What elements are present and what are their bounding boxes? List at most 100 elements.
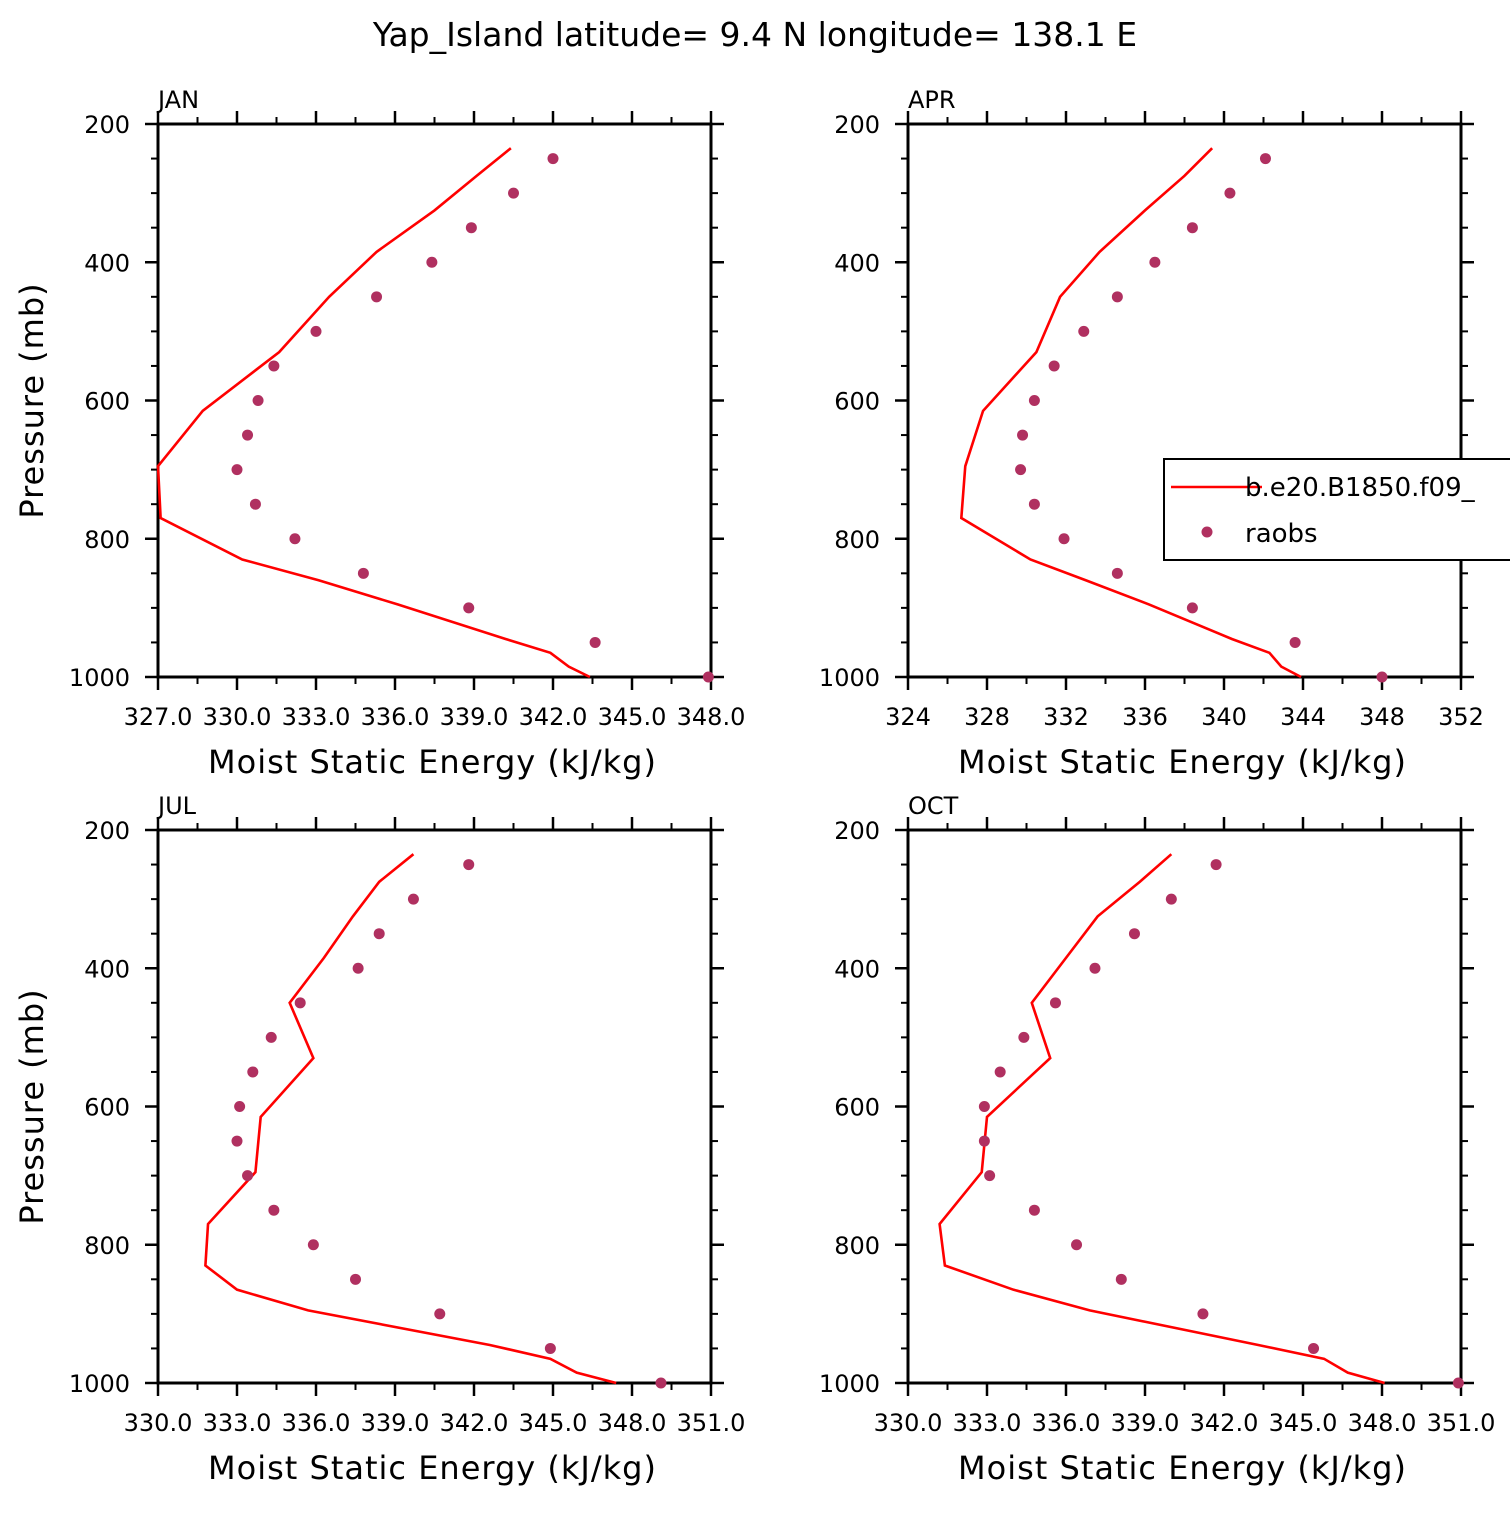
apr-raob-point: [1058, 533, 1070, 545]
apr-raob-point: [1111, 291, 1123, 303]
oct-x-tick-label: 342.0: [1190, 1409, 1259, 1437]
apr-x-tick-label: 344: [1280, 703, 1326, 731]
jul-raob-point: [265, 1031, 277, 1043]
oct-x-tick-label: 345.0: [1269, 1409, 1338, 1437]
oct-raob-point: [1308, 1342, 1320, 1354]
apr-raob-point: [1028, 395, 1040, 406]
jan-raob-point: [508, 187, 519, 199]
apr-x-tick-label: 328: [964, 703, 1010, 731]
jan-panel-label: JAN: [156, 86, 199, 114]
oct-raob-point: [1049, 997, 1061, 1009]
oct-y-tick-label: 600: [834, 1094, 880, 1122]
jul-x-tick-label: 336.0: [282, 1409, 351, 1437]
jul-y-axis-label: Pressure (mb): [13, 988, 51, 1224]
jan-x-tick-label: 333.0: [282, 703, 351, 731]
jan-y-tick-label: 400: [84, 249, 130, 277]
jul-raob-point: [231, 1135, 243, 1147]
apr-raob-point: [1376, 671, 1388, 683]
oct-x-tick-label: 351.0: [1427, 1409, 1496, 1437]
jul-x-tick-label: 348.0: [598, 1409, 667, 1437]
oct-y-tick-label: 200: [834, 817, 880, 845]
jan-raob-point: [547, 153, 559, 165]
oct-raob-point: [1452, 1377, 1464, 1389]
oct-x-tick-label: 336.0: [1032, 1409, 1101, 1437]
apr-x-axis-label: Moist Static Energy (kJ/kg): [958, 743, 1407, 781]
oct-model-line: [938, 853, 1385, 1385]
jul-x-axis-label: Moist Static Energy (kJ/kg): [208, 1449, 657, 1487]
oct-y-tick-label: 400: [834, 955, 880, 983]
apr-y-tick-label: 800: [834, 526, 880, 554]
legend-entry-obs: raobs: [1245, 519, 1318, 549]
apr-raob-point: [1028, 498, 1040, 510]
jan-raob-point: [463, 602, 475, 614]
jan-x-tick-label: 348.0: [677, 703, 746, 731]
jul-raob-point: [434, 1308, 446, 1320]
jul-raob-point: [655, 1377, 667, 1389]
jul-raob-point: [268, 1204, 280, 1216]
jan-x-tick-label: 330.0: [203, 703, 272, 731]
oct-panel-label: OCT: [908, 792, 959, 820]
jan-x-tick-label: 336.0: [361, 703, 430, 731]
oct-raob-point: [1165, 893, 1177, 905]
apr-raob-point: [1186, 602, 1198, 614]
jul-x-tick-label: 333.0: [203, 1409, 272, 1437]
apr-raob-point: [1259, 153, 1271, 165]
jan-x-tick-label: 342.0: [519, 703, 588, 731]
apr-raob-point: [1186, 222, 1198, 234]
panel-oct: OCT 330.0 333.0 336.0 339.0 342.0 345.0 348.0 35…: [819, 792, 1495, 1487]
jul-raob-point: [407, 893, 419, 905]
legend-entry-model: b.e20.B1850.f09_: [1245, 473, 1476, 503]
jan-raob-point: [357, 567, 369, 579]
apr-x-tick-label: 324: [885, 703, 931, 731]
oct-y-tick-label: 800: [834, 1232, 880, 1260]
apr-raob-point: [1017, 429, 1029, 441]
jul-raob-point: [350, 1273, 361, 1285]
panel-jan: JAN 327.0 330.0 333.0 336.0 339.0 342.0 345.0 34…: [13, 86, 745, 781]
apr-y-tick-label: 200: [834, 111, 880, 139]
apr-x-tick-label: 340: [1201, 703, 1247, 731]
jan-raob-point: [426, 256, 438, 268]
oct-raob-point: [1128, 928, 1140, 940]
oct-raob-point: [978, 1135, 990, 1147]
jan-raob-point: [310, 325, 322, 337]
jul-raob-point: [294, 997, 306, 1009]
oct-x-axis-label: Moist Static Energy (kJ/kg): [958, 1449, 1407, 1487]
oct-y-tick-label: 1000: [819, 1370, 880, 1398]
apr-x-tick-label: 352: [1438, 703, 1484, 731]
jan-y-tick-label: 600: [84, 388, 130, 416]
jan-raob-point: [231, 464, 243, 476]
apr-x-tick-label: 348: [1359, 703, 1405, 731]
jan-y-axis-label: Pressure (mb): [13, 282, 51, 518]
oct-raob-point: [1071, 1239, 1083, 1251]
jul-x-tick-label: 345.0: [519, 1409, 588, 1437]
jul-raob-point: [234, 1101, 246, 1112]
legend-marker-swatch: [1201, 526, 1213, 538]
jan-y-tick-label: 1000: [69, 664, 130, 692]
jul-x-tick-label: 342.0: [440, 1409, 509, 1437]
jul-y-tick-label: 600: [84, 1094, 130, 1122]
jan-raob-point: [249, 498, 261, 510]
apr-x-tick-label: 336: [1122, 703, 1168, 731]
jul-raob-point: [242, 1170, 254, 1182]
oct-raob-point: [1089, 962, 1101, 974]
apr-raob-point: [1149, 256, 1161, 268]
apr-raob-point: [1078, 325, 1090, 337]
jul-y-tick-label: 200: [84, 817, 130, 845]
oct-raob-point: [994, 1066, 1006, 1078]
oct-raob-point: [978, 1101, 990, 1112]
apr-raob-point: [1289, 636, 1301, 648]
jul-model-line: [204, 853, 617, 1385]
jan-model-line: [156, 147, 591, 679]
jan-plot-frame: [156, 122, 713, 679]
jul-y-tick-label: 400: [84, 955, 130, 983]
jan-raob-point: [371, 291, 383, 303]
jan-raob-point: [242, 429, 254, 441]
jan-y-tick-label: 800: [84, 526, 130, 554]
apr-y-tick-label: 1000: [819, 664, 880, 692]
apr-x-tick-label: 332: [1043, 703, 1089, 731]
jul-raob-point: [307, 1239, 319, 1251]
jul-raob-point: [463, 859, 475, 871]
figure-title: Yap_Island latitude= 9.4 N longitude= 13…: [372, 15, 1137, 54]
oct-plot-frame: [906, 828, 1463, 1385]
